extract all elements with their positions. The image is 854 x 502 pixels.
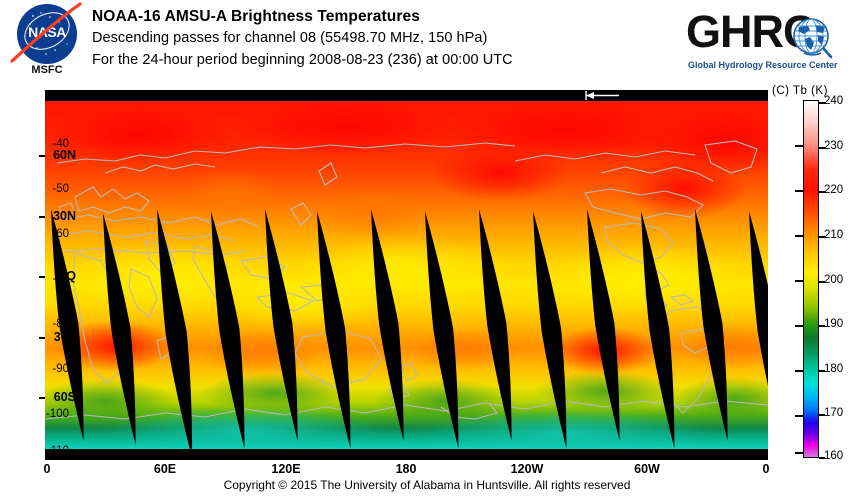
subtitle-period: For the 24-hour period beginning 2008-08… xyxy=(92,52,513,68)
nasa-center-label: MSFC xyxy=(31,64,63,76)
colorbar-gradient xyxy=(804,101,818,457)
cb-tick-k-220 xyxy=(819,191,825,193)
cb-label-k-230: 230 xyxy=(824,140,844,152)
cb-tick-k-200 xyxy=(819,281,825,283)
cb-tick-k-190 xyxy=(819,325,825,327)
cb-label-c--70: -70 xyxy=(52,273,69,285)
nasa-swoosh-icon xyxy=(10,2,82,63)
cb-tick-k-230 xyxy=(819,147,825,149)
cb-tick-c--60 xyxy=(795,235,803,237)
y-axis-label-30s: 30S xyxy=(53,330,76,344)
globe-icon xyxy=(793,18,833,59)
y-tick-60s xyxy=(39,397,45,399)
y-tick-30s xyxy=(39,337,45,339)
page-title: NOAA-16 AMSU-A Brightness Temperatures xyxy=(92,8,420,25)
x-axis-label-120w: 120W xyxy=(510,462,544,476)
cb-tick-k-240 xyxy=(819,102,825,104)
cb-tick-c--40 xyxy=(795,145,803,147)
cb-label-k-160: 160 xyxy=(824,450,844,462)
x-axis-label-60w: 60W xyxy=(634,462,660,476)
cb-tick-c--50 xyxy=(795,190,803,192)
x-axis-label-0e: 0 xyxy=(762,462,770,476)
cb-label-c--50: -50 xyxy=(52,183,69,195)
cb-tick-k-210 xyxy=(819,236,825,238)
cb-label-k-240: 240 xyxy=(824,95,844,107)
cb-label-k-220: 220 xyxy=(824,184,844,196)
colorbar-header: (C) Tb (K) xyxy=(772,85,828,97)
cb-label-c--110: -110 xyxy=(46,445,69,457)
map-plot-area xyxy=(45,101,768,449)
cb-label-c--100: -100 xyxy=(45,408,69,420)
y-axis-label-60s: 60S xyxy=(53,390,76,404)
cb-tick-k-170 xyxy=(819,414,825,416)
cb-label-c--80: -80 xyxy=(52,318,69,330)
cb-tick-c--110 xyxy=(795,452,803,454)
x-axis-label-0w: 0 xyxy=(43,462,51,476)
ghrc-logo: GHRC Global Hydrology Resource Center xyxy=(686,6,848,80)
cb-label-k-200: 200 xyxy=(824,274,844,286)
cb-tick-c--80 xyxy=(795,325,803,327)
cb-tick-c--100 xyxy=(795,415,803,417)
cb-tick-k-180 xyxy=(819,370,825,372)
x-axis-label-120e: 120E xyxy=(271,462,301,476)
ghrc-subtitle: Global Hydrology Resource Center xyxy=(688,60,838,70)
cb-tick-c--70 xyxy=(795,280,803,282)
title-block: NOAA-16 AMSU-A Brightness Temperatures D… xyxy=(92,6,672,71)
subtitle-channel: Descending passes for channel 08 (55498.… xyxy=(92,30,488,46)
y-tick-60n xyxy=(39,155,45,157)
cb-label-c--60: -60 xyxy=(52,228,69,240)
orbital-swath-gaps xyxy=(45,207,768,449)
cb-label-k-180: 180 xyxy=(824,363,844,375)
cb-tick-k-160 xyxy=(819,457,825,459)
x-axis-label-60e: 60E xyxy=(153,462,177,476)
cb-label-c--90: -90 xyxy=(52,363,69,375)
cb-label-k-170: 170 xyxy=(824,407,844,419)
y-axis-label-eq: EQ xyxy=(57,269,76,283)
cb-label-k-210: 210 xyxy=(824,229,844,241)
y-axis-label-60n: 60N xyxy=(53,148,76,162)
y-tick-eq xyxy=(39,276,45,278)
nasa-logo: NASA MSFC xyxy=(10,2,84,80)
cb-tick-c--90 xyxy=(795,370,803,372)
y-axis-label-30n: 30N xyxy=(53,209,76,223)
node-crossing-arrow-icon xyxy=(585,91,619,100)
nasa-stars-icon xyxy=(29,12,68,55)
map-frame xyxy=(45,90,768,460)
cb-label-k-190: 190 xyxy=(824,318,844,330)
cb-label-c--40: -40 xyxy=(52,138,69,150)
x-axis-label-180: 180 xyxy=(395,462,417,476)
y-tick-30n xyxy=(39,216,45,218)
colorbar xyxy=(803,100,819,458)
copyright-notice: Copyright © 2015 The University of Alaba… xyxy=(223,478,631,492)
